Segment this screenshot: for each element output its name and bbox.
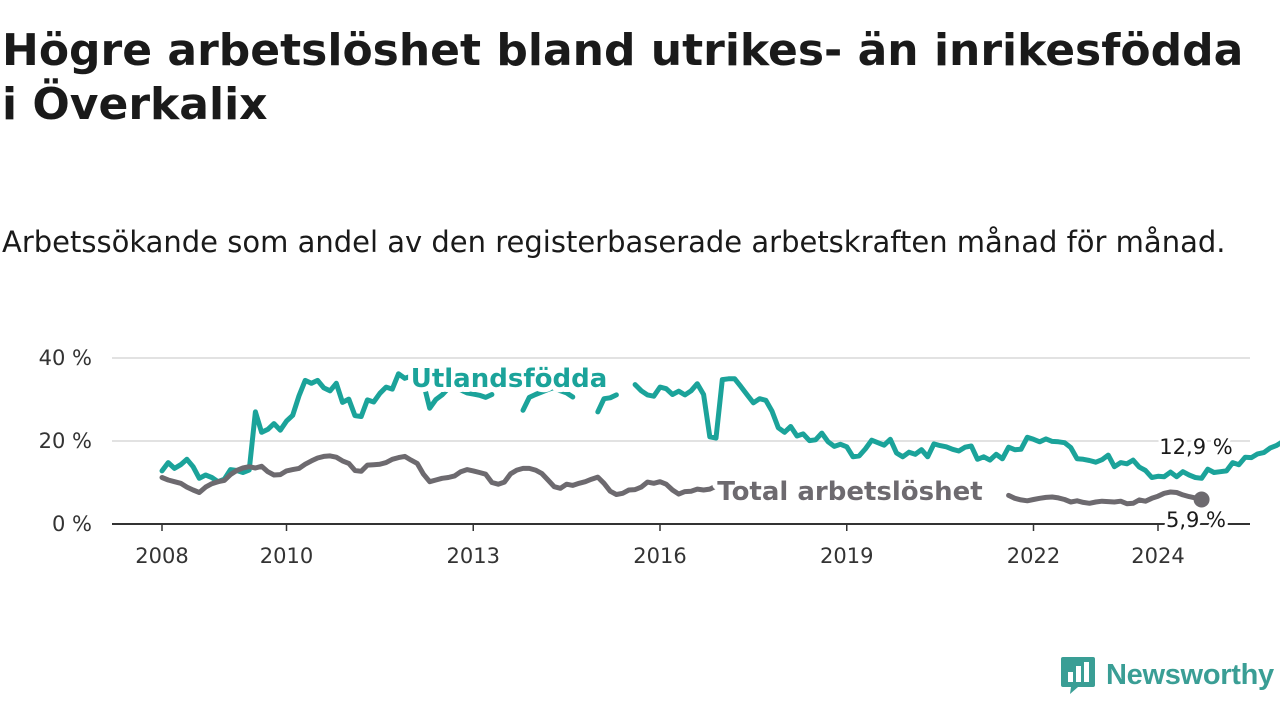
series-label-utlandsfodda-halo: Utlandsfödda [411,364,608,394]
x-tick-label: 2010 [260,544,313,568]
gridlines [112,357,1250,531]
end-label-total-arbetsloshet-halo: 5,9 % [1166,508,1226,532]
series-label-total-arbetsloshet: Total arbetslöshet [717,477,982,507]
series-line-utlandsfodda [520,385,576,413]
chart-labels: 0 % 20 % 40 % 2008 2010 2013 2016 2019 2022 2024 U… [39,346,1236,568]
series-line-total-arbetsloshet [159,453,769,497]
newsworthy-logo-icon [1061,657,1095,694]
brand-name: Newsworthy [1106,658,1274,691]
y-tick-label: 20 % [39,429,92,453]
series-lines [159,371,1280,508]
series-label-total-arbetsloshet-halo: Total arbetslöshet [717,477,982,507]
series-line-utlandsfodda [632,376,1280,481]
newsworthy-logo: Newsworthy [1060,655,1274,695]
x-tick-label: 2013 [447,544,500,568]
y-tick-label: 0 % [52,512,92,536]
series-label-utlandsfodda: Utlandsfödda [411,364,608,394]
x-tick-label: 2016 [633,544,686,568]
series-line-utlandsfodda [595,392,619,415]
chart-subtitle: Arbetssökande som andel av den registerb… [2,225,1226,259]
x-tick-label: 2022 [1007,544,1060,568]
y-tick-label: 40 % [39,346,92,370]
x-tick-label: 2008 [135,544,188,568]
end-label-utlandsfodda: 12,9 % [1159,435,1232,459]
x-tick-label: 2024 [1131,544,1184,568]
x-tick-label: 2019 [820,544,873,568]
end-label-total-arbetsloshet: 5,9 % [1166,508,1226,532]
line-chart: 0 % 20 % 40 % 2008 2010 2013 2016 2019 2022 2024 U… [39,346,1280,568]
series-line-total-arbetsloshet [1006,489,1205,507]
end-label-utlandsfodda-halo: 12,9 % [1159,435,1232,459]
end-point-total-arbetsloshet [1193,491,1210,508]
chart-title: Högre arbetslöshet bland utrikes- än inr… [2,25,1244,130]
